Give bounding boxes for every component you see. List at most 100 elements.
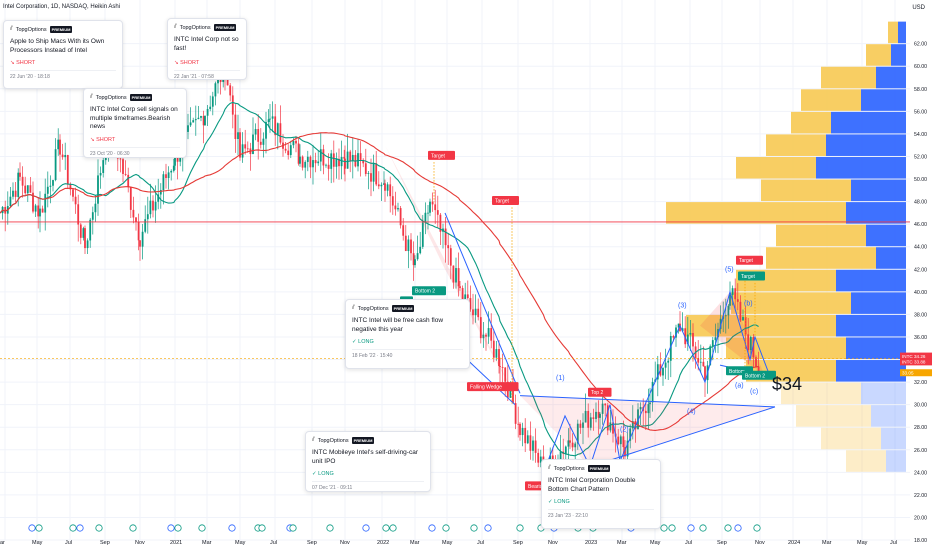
candle <box>681 328 684 332</box>
candle <box>364 163 367 174</box>
candle <box>372 163 375 182</box>
falling-wedge-label: Falling Wedge <box>470 385 502 391</box>
y-tick-label: 52.00 <box>914 154 927 160</box>
candle <box>21 176 24 186</box>
idea-card[interactable]: ⫽ TopgOptions PREMIUM INTC Intel Corp not … <box>167 18 247 80</box>
candle <box>52 180 54 186</box>
candle <box>141 231 144 247</box>
candle <box>589 417 592 428</box>
y-tick-label: 30.00 <box>914 403 927 409</box>
candle <box>292 140 295 146</box>
idea-title[interactable]: INTC Mobileye Intel's self-driving-car u… <box>312 449 418 465</box>
candle <box>427 212 429 214</box>
candle <box>749 336 752 351</box>
candle <box>474 308 477 316</box>
idea-card[interactable]: ⫽ TopgOptions PREMIUM INTC Intel Corp sell… <box>83 88 187 158</box>
idea-card[interactable]: ⫽ TopgOptions PREMIUM Apple to Ship Macs W… <box>3 20 123 89</box>
candle <box>752 336 755 358</box>
candle <box>122 159 124 174</box>
candle <box>584 410 587 423</box>
idea-title[interactable]: INTC Intel Corporation Double Bottom Cha… <box>548 477 636 493</box>
volume-profile-bar-up <box>898 21 906 44</box>
x-tick-label: May <box>442 540 453 546</box>
idea-title[interactable]: Apple to Ship Macs With its Own Processo… <box>10 38 105 54</box>
candle <box>340 157 343 167</box>
candle <box>202 116 205 126</box>
candle <box>330 153 333 169</box>
candle <box>731 288 734 295</box>
event-marker-icon <box>326 524 334 532</box>
candle <box>301 156 304 168</box>
y-tick-label: 36.00 <box>914 335 927 341</box>
candle <box>519 423 521 436</box>
idea-card[interactable]: ⫽ TopgOptions PREMIUM INTC Intel Corporati… <box>541 459 661 529</box>
candle <box>149 200 152 215</box>
candle <box>262 138 265 145</box>
candle <box>439 214 442 232</box>
volume-profile-bar-down <box>821 66 876 89</box>
candle <box>259 141 262 145</box>
candle <box>322 149 325 166</box>
idea-title[interactable]: INTC Intel will be free cash flow negati… <box>352 317 444 333</box>
idea-direction: ✓ LONG <box>548 499 570 505</box>
author-name: TopgOptions <box>95 94 127 101</box>
candle <box>325 164 327 166</box>
candle <box>304 161 307 168</box>
candle <box>367 173 370 174</box>
candle <box>380 184 383 187</box>
volume-profile-bar-down <box>801 89 861 111</box>
candle <box>44 193 47 213</box>
candle <box>539 456 542 463</box>
candle <box>14 190 17 197</box>
event-marker-icon <box>167 524 175 532</box>
idea-time: 22 Jan '21 · 07:58 <box>174 70 240 79</box>
idea-card[interactable]: ⫽ TopgOptions PREMIUM INTC Mobileye Intel'… <box>305 431 431 492</box>
x-tick-label: Nov <box>548 540 558 546</box>
y-tick-label: 28.00 <box>914 425 927 431</box>
candle <box>689 332 692 335</box>
target-label-bg <box>492 195 519 205</box>
candle <box>254 129 257 135</box>
candle <box>537 452 540 463</box>
volume-profile-bar-up <box>871 405 906 427</box>
candle <box>582 422 584 428</box>
candle <box>626 440 629 457</box>
candle <box>84 228 86 249</box>
candle <box>97 175 99 204</box>
candle <box>619 436 622 445</box>
candle <box>609 422 612 431</box>
x-tick-label: Sep <box>100 540 110 546</box>
y-tick-label: 22.00 <box>914 493 927 499</box>
candle <box>649 402 651 405</box>
candle <box>521 427 524 436</box>
candle <box>39 208 41 217</box>
candle <box>91 212 94 220</box>
target-label-bg <box>428 150 455 160</box>
candle <box>404 235 407 252</box>
candle <box>312 160 314 168</box>
candle <box>455 268 457 283</box>
candle <box>9 196 12 207</box>
idea-title[interactable]: INTC Intel Corp not so fast! <box>174 36 239 52</box>
bottom2-label: Bottom 2 <box>745 373 765 379</box>
volume-profile-bar-down <box>736 156 816 179</box>
trend-line <box>444 212 521 394</box>
candle <box>410 239 412 254</box>
target-label: Target <box>739 258 754 264</box>
candle <box>119 158 122 160</box>
candle <box>267 119 270 123</box>
price-tag-bg <box>900 352 932 360</box>
candle <box>517 423 520 425</box>
event-marker-icon <box>389 524 397 532</box>
x-tick-label: Nov <box>755 540 765 546</box>
bottom-label: Bottom <box>729 369 745 375</box>
candle <box>12 190 14 197</box>
volume-profile-bar-down <box>781 382 861 405</box>
idea-title[interactable]: INTC Intel Corp sell signals on multiple… <box>90 106 178 130</box>
candle <box>492 340 495 358</box>
candle <box>132 209 135 218</box>
candle <box>359 153 362 160</box>
author-name: TopgOptions <box>15 26 47 33</box>
idea-card[interactable]: ⫽ TopgOptions PREMIUM INTC Intel will be f… <box>345 299 470 369</box>
